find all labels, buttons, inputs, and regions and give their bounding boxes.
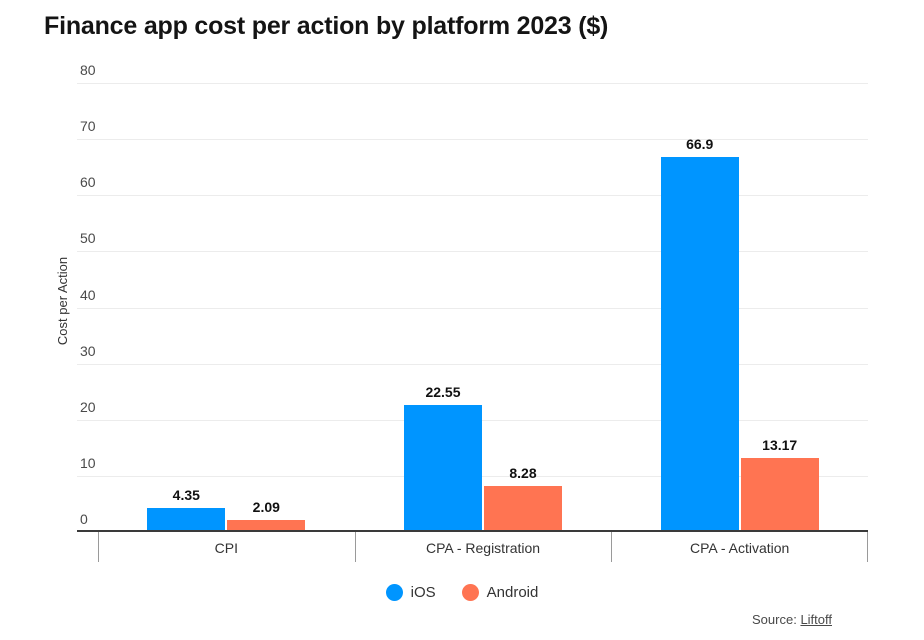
y-gridline [77, 83, 868, 84]
bar-value-label: 8.28 [509, 464, 537, 481]
y-gridline [77, 307, 868, 309]
legend-swatch-android-icon [461, 584, 479, 601]
legend: iOS Android [0, 584, 924, 601]
source-prefix: Source: [752, 612, 797, 627]
bar-ios-2 [404, 405, 482, 532]
source-link[interactable]: Liftoff [800, 612, 832, 627]
y-gridline [77, 139, 868, 141]
y-axis-tick-label: 50 [80, 230, 96, 247]
bar-android-1 [227, 520, 306, 532]
legend-item-ios: iOS [385, 584, 436, 601]
y-gridline [77, 251, 868, 253]
y-axis-tick-label: 30 [80, 342, 96, 359]
bar-android-2 [484, 485, 562, 532]
source-note: Source: Liftoff [752, 612, 832, 627]
x-axis-tick-mark [354, 532, 356, 562]
y-gridline [77, 195, 868, 197]
x-axis-tick-mark [98, 532, 99, 562]
bar-ios-1 [147, 507, 226, 532]
x-axis-category-label: CPA - Activation [689, 540, 790, 556]
y-axis-tick-label: 10 [80, 454, 96, 471]
x-axis-line [77, 530, 868, 532]
x-axis-category-label: CPI [214, 540, 239, 556]
bar-android-3 [740, 458, 819, 532]
legend-label-ios: iOS [410, 584, 436, 601]
y-gridline [77, 363, 868, 365]
bar-value-label: 4.35 [172, 486, 200, 503]
bar-ios-3 [660, 156, 739, 532]
x-axis-tick-mark [611, 532, 613, 562]
bar-value-label: 22.55 [425, 384, 461, 401]
chart-title: Finance app cost per action by platform … [44, 12, 609, 40]
y-axis-tick-label: 40 [80, 286, 96, 303]
bar-value-label: 66.9 [686, 135, 714, 152]
bar-value-label: 2.09 [252, 499, 280, 516]
legend-swatch-ios-icon [385, 584, 403, 601]
legend-item-android: Android [461, 584, 539, 601]
x-axis-tick-mark [867, 532, 868, 562]
x-axis-category-label: CPA - Registration [425, 540, 541, 556]
y-axis-tick-label: 20 [80, 398, 96, 415]
y-axis-tick-label: 0 [80, 511, 88, 527]
y-axis-tick-label: 80 [80, 62, 96, 78]
y-axis-tick-label: 60 [80, 174, 96, 191]
bar-value-label: 13.17 [762, 437, 798, 454]
y-axis-title: Cost per Action [55, 256, 70, 346]
legend-label-android: Android [486, 584, 539, 601]
y-axis-tick-label: 70 [80, 118, 96, 135]
